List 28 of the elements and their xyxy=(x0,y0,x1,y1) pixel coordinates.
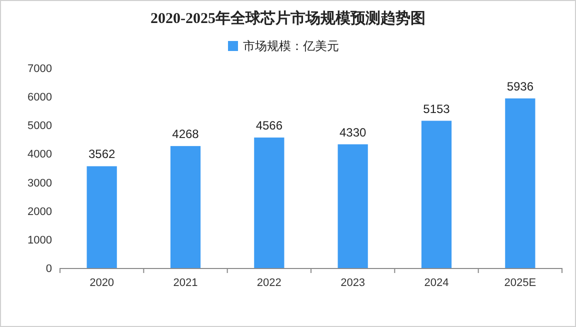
y-tick-label: 0 xyxy=(46,263,52,275)
y-tick-label: 5000 xyxy=(28,120,52,132)
bar xyxy=(505,98,536,268)
y-tick-label: 7000 xyxy=(28,63,52,75)
legend-label: 市场规模：亿美元 xyxy=(243,39,339,53)
data-label: 3562 xyxy=(88,147,116,162)
chart-title: 2020-2025年全球芯片市场规模预测趋势图 xyxy=(150,9,426,27)
data-label: 5936 xyxy=(506,79,534,94)
bar xyxy=(254,138,284,268)
x-tick-label: 2023 xyxy=(340,277,366,289)
x-tick-label: 2021 xyxy=(173,277,198,289)
y-tick-label: 3000 xyxy=(28,177,52,190)
data-label: 4268 xyxy=(172,127,200,142)
x-tick-label: 2020 xyxy=(90,277,114,289)
bar xyxy=(338,144,368,268)
data-label: 4330 xyxy=(339,125,367,140)
x-tick-label: 2022 xyxy=(256,277,282,289)
bar xyxy=(421,120,452,268)
y-tick-label: 6000 xyxy=(28,92,52,104)
data-label: 5153 xyxy=(423,102,450,116)
bar xyxy=(86,166,117,268)
bar xyxy=(170,146,201,268)
data-label: 4566 xyxy=(256,118,283,133)
y-tick-label: 1000 xyxy=(28,234,52,246)
y-tick-label: 2000 xyxy=(28,206,52,218)
x-tick-label: 2024 xyxy=(424,277,449,289)
y-tick-label: 4000 xyxy=(28,148,52,161)
x-tick-label: 2025E xyxy=(504,277,536,289)
